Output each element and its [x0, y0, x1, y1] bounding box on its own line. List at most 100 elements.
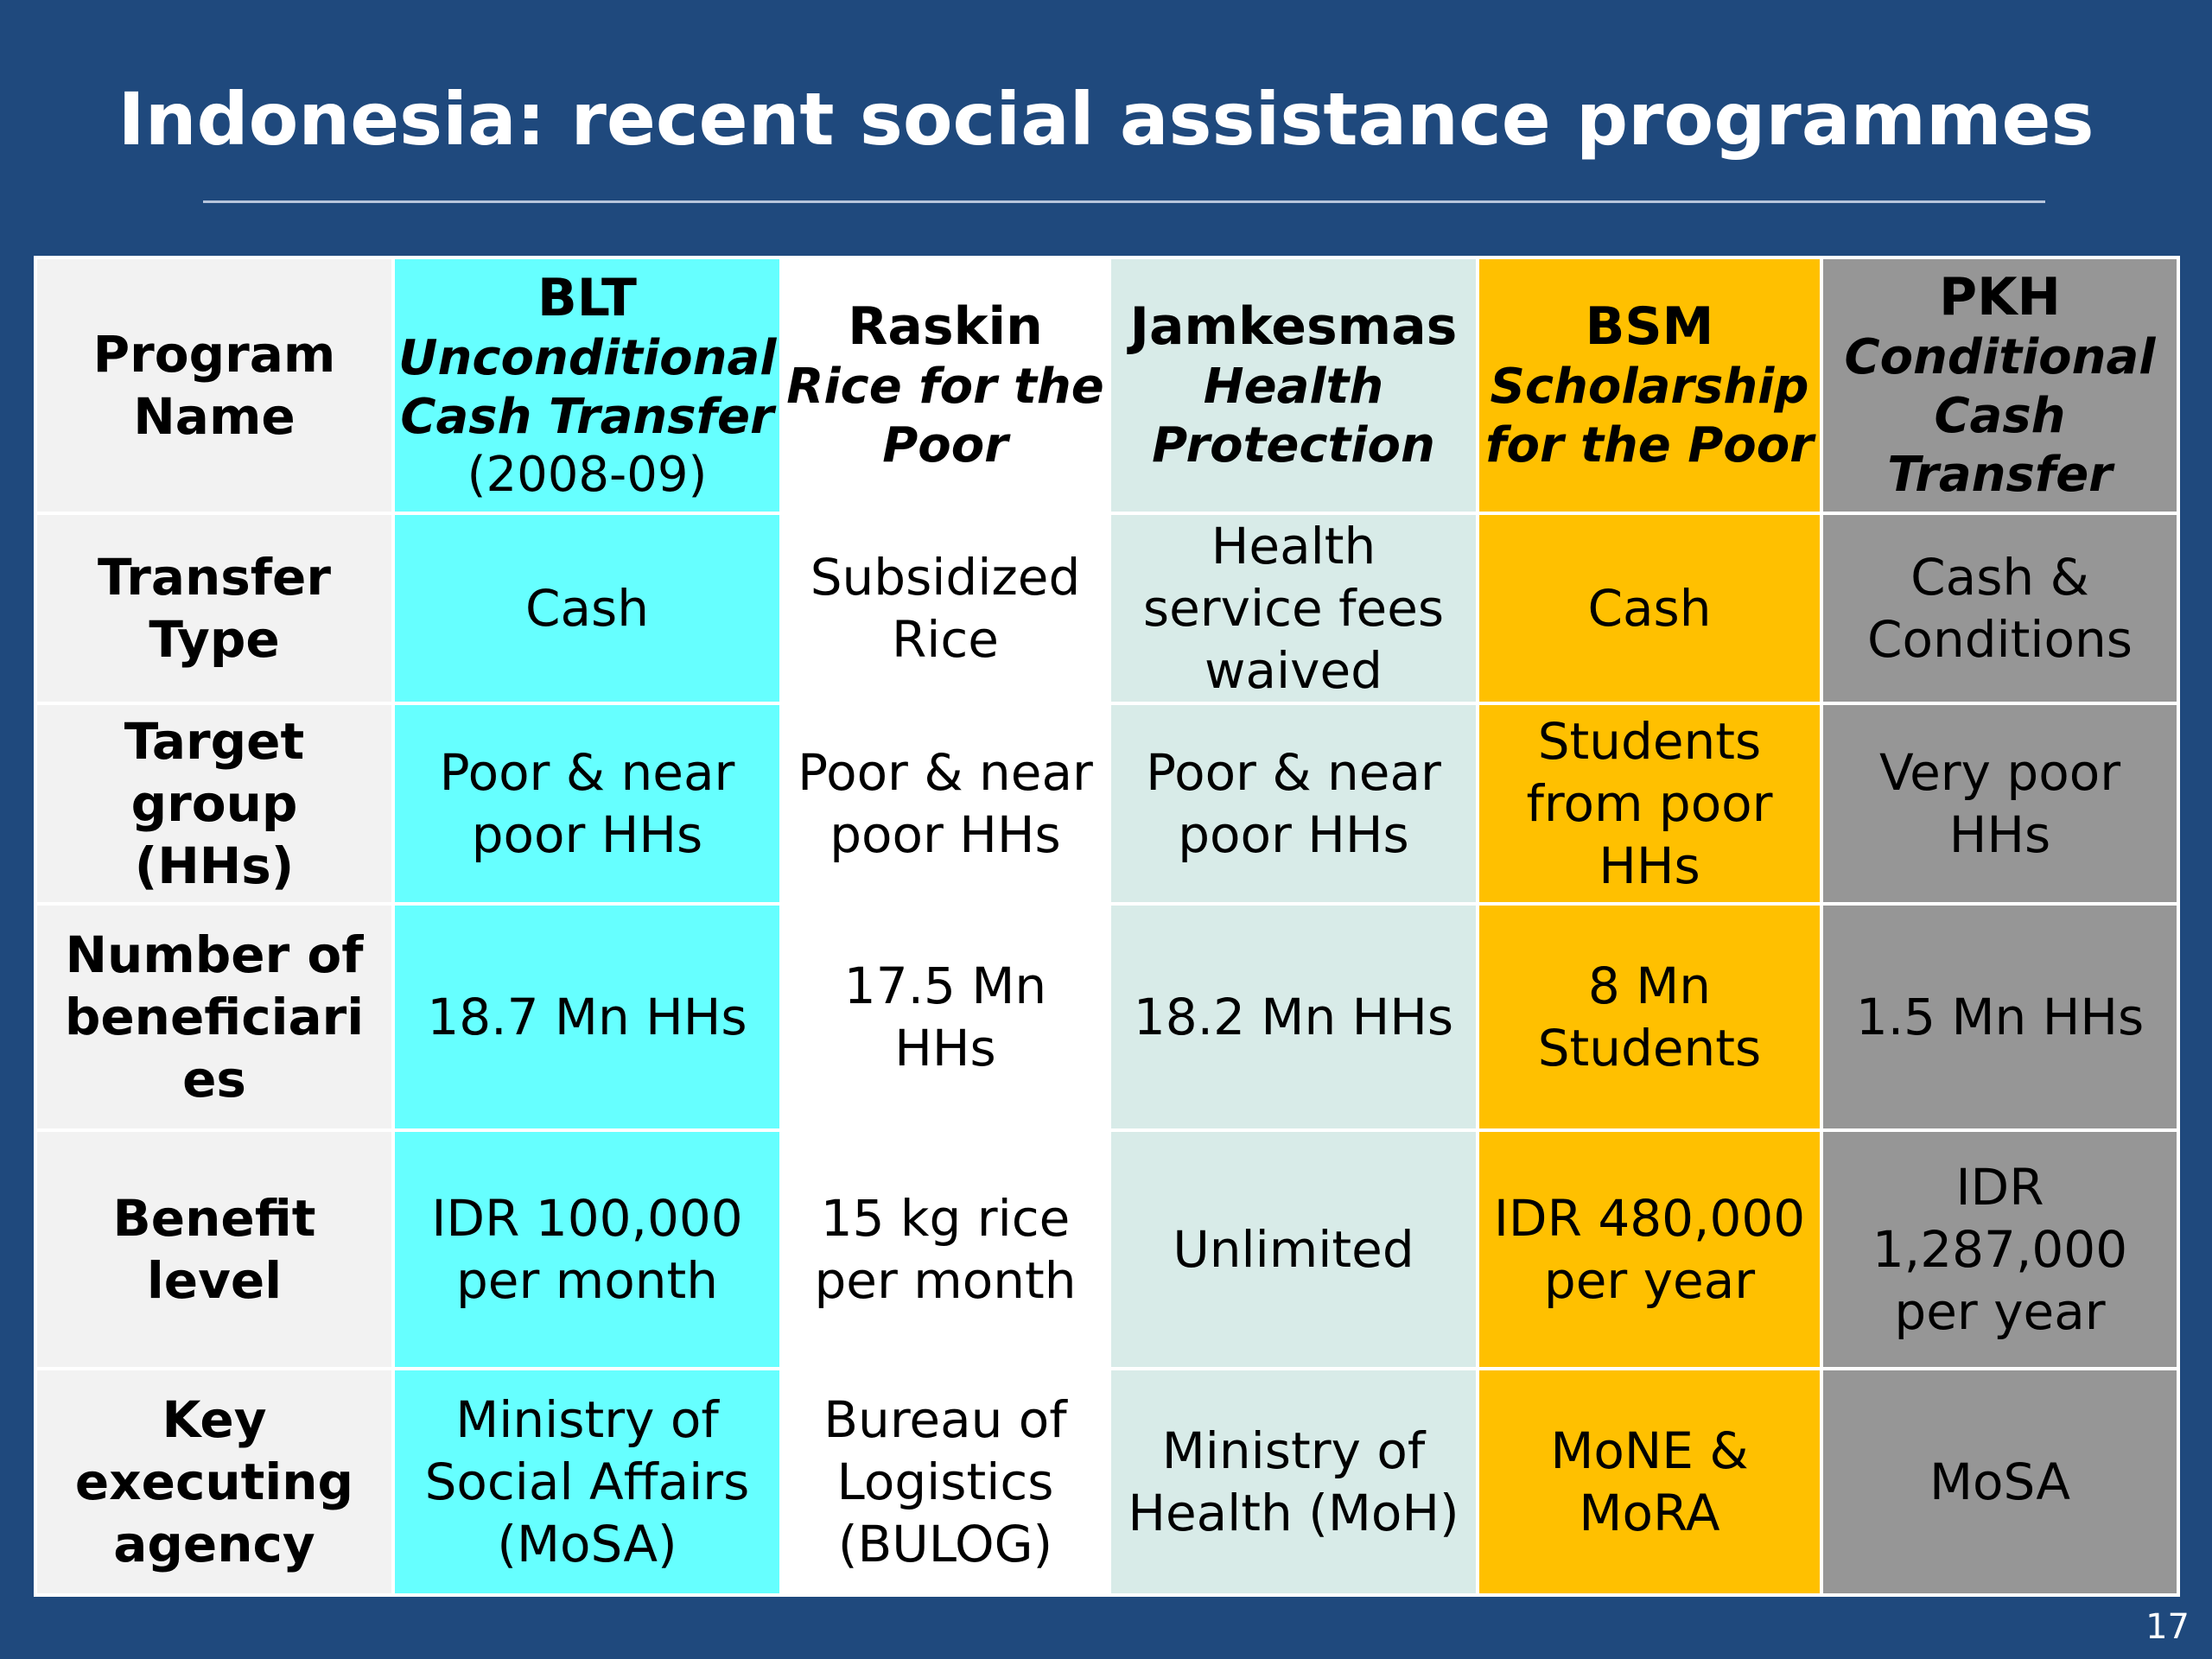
cell-line: 18.7 Mn HHs	[427, 988, 747, 1046]
program-header-bsm: BSM Scholarship for the Poor	[1476, 256, 1823, 515]
row-label-line: Type	[149, 610, 280, 669]
cell-line: Poor & near	[798, 743, 1093, 802]
cell-benefit-level-blt: IDR 100,000 per month	[391, 1128, 783, 1370]
row-label-line: Number of	[65, 925, 364, 984]
cell-line: IDR 100,000	[431, 1189, 743, 1248]
cell-line: 1.5 Mn HHs	[1855, 988, 2145, 1046]
cell-executing-agency-pkh: MoSA	[1820, 1367, 2180, 1597]
program-code: Raskin	[848, 296, 1043, 357]
row-label-line: Benefit	[112, 1189, 316, 1248]
program-name-line: Rice for the	[786, 359, 1104, 415]
program-name-line: Health	[1203, 359, 1384, 415]
cell-line: Subsidized	[810, 548, 1081, 607]
programmes-table: Program Name BLT Unconditional Cash Tran…	[34, 256, 2180, 1597]
cell-line: poor HHs	[830, 805, 1061, 864]
program-header-jamkesmas: Jamkesmas Health Protection	[1108, 256, 1479, 515]
cell-line: Cash	[524, 579, 650, 638]
cell-line: MoSA	[1929, 1452, 2071, 1511]
cell-beneficiaries-jamkesmas: 18.2 Mn HHs	[1108, 902, 1479, 1132]
program-code: Jamkesmas	[1129, 296, 1458, 357]
table-row-transfer-type: Transfer Type Cash Subsidized Rice Health serv…	[34, 512, 2180, 705]
program-header-blt: BLT Unconditional Cash Transfer (2008-09…	[391, 256, 783, 515]
program-name-line: Transfer	[1887, 447, 2113, 503]
program-years: (2008-09)	[467, 447, 708, 503]
cell-line: HHs	[1948, 805, 2051, 864]
row-label-cell: Key executing agency	[34, 1367, 395, 1597]
cell-benefit-level-bsm: IDR 480,000 per year	[1476, 1128, 1823, 1370]
cell-line: service fees	[1142, 579, 1445, 638]
cell-line: Cash	[1587, 579, 1712, 638]
cell-executing-agency-bsm: MoNE & MoRA	[1476, 1367, 1823, 1597]
cell-line: 15 kg rice	[820, 1189, 1071, 1248]
cell-line: Ministry of	[455, 1390, 719, 1449]
cell-line: per year	[1894, 1282, 2106, 1341]
table-row-beneficiaries: Number of beneficiari es 18.7 Mn HHs 17.5 Mn…	[34, 902, 2180, 1132]
program-name-line: Unconditional	[398, 330, 777, 386]
cell-line: Very poor	[1878, 743, 2121, 802]
row-label-line: group	[130, 774, 298, 833]
cell-line: HHs	[894, 1019, 996, 1077]
cell-line: Students	[1537, 712, 1762, 771]
cell-line: Poor & near	[439, 743, 735, 802]
header-label-line: Name	[133, 387, 296, 446]
row-label-cell: Target group (HHs)	[34, 702, 395, 906]
program-code: BSM	[1585, 296, 1714, 357]
row-label-cell: Benefit level	[34, 1128, 395, 1370]
slide-title: Indonesia: recent social assistance prog…	[118, 77, 2094, 162]
row-label-line: es	[182, 1050, 246, 1109]
cell-target-group-pkh: Very poor HHs	[1820, 702, 2180, 906]
cell-line: Poor & near	[1146, 743, 1441, 802]
cell-line: (MoSA)	[497, 1515, 677, 1573]
cell-line: HHs	[1599, 836, 1700, 895]
cell-beneficiaries-bsm: 8 Mn Students	[1476, 902, 1823, 1132]
cell-line: Bureau of	[823, 1390, 1067, 1449]
cell-line: per month	[814, 1251, 1077, 1310]
cell-executing-agency-raskin: Bureau of Logistics (BULOG)	[779, 1367, 1111, 1597]
cell-beneficiaries-pkh: 1.5 Mn HHs	[1820, 902, 2180, 1132]
cell-target-group-jamkesmas: Poor & near poor HHs	[1108, 702, 1479, 906]
cell-line: waived	[1205, 641, 1382, 700]
cell-line: Conditions	[1867, 610, 2133, 669]
cell-executing-agency-jamkesmas: Ministry of Health (MoH)	[1108, 1367, 1479, 1597]
row-label-line: Key	[162, 1390, 267, 1449]
cell-target-group-blt: Poor & near poor HHs	[391, 702, 783, 906]
cell-line: IDR	[1955, 1158, 2044, 1217]
cell-line: (BULOG)	[837, 1515, 1053, 1573]
program-name-line: Scholarship	[1490, 359, 1809, 415]
program-name-line: Protection	[1152, 417, 1435, 474]
cell-line: Unlimited	[1173, 1220, 1414, 1279]
cell-line: poor HHs	[471, 805, 703, 864]
cell-line: 17.5 Mn	[843, 957, 1047, 1015]
cell-line: poor HHs	[1178, 805, 1409, 864]
program-name-line: Poor	[882, 417, 1008, 474]
cell-line: Cash &	[1910, 548, 2089, 607]
cell-line: 18.2 Mn HHs	[1133, 988, 1454, 1046]
cell-line: Rice	[892, 610, 999, 669]
cell-transfer-type-pkh: Cash & Conditions	[1820, 512, 2180, 705]
cell-line: MoRA	[1579, 1484, 1720, 1542]
row-label-line: executing	[74, 1452, 354, 1511]
row-label-line: agency	[113, 1515, 315, 1573]
cell-transfer-type-blt: Cash	[391, 512, 783, 705]
cell-line: Health	[1211, 517, 1376, 575]
table-row-benefit-level: Benefit level IDR 100,000 per month 15 kg ri…	[34, 1128, 2180, 1370]
cell-line: MoNE &	[1550, 1421, 1749, 1480]
cell-line: Social Affairs	[424, 1452, 750, 1511]
cell-benefit-level-jamkesmas: Unlimited	[1108, 1128, 1479, 1370]
table-row-target-group: Target group (HHs) Poor & near poor HHs Poor …	[34, 702, 2180, 906]
cell-executing-agency-blt: Ministry of Social Affairs (MoSA)	[391, 1367, 783, 1597]
cell-transfer-type-raskin: Subsidized Rice	[779, 512, 1111, 705]
cell-transfer-type-jamkesmas: Health service fees waived	[1108, 512, 1479, 705]
cell-benefit-level-raskin: 15 kg rice per month	[779, 1128, 1111, 1370]
header-label-line: Program	[92, 325, 336, 384]
table-row-executing-agency: Key executing agency Ministry of Social Affa…	[34, 1367, 2180, 1597]
title-divider	[203, 200, 2045, 203]
row-label-line: level	[146, 1251, 283, 1310]
cell-beneficiaries-raskin: 17.5 Mn HHs	[779, 902, 1111, 1132]
program-name-line: Conditional	[1844, 329, 2156, 385]
cell-line: IDR 480,000	[1493, 1189, 1806, 1248]
program-name-line: Cash	[1934, 388, 2066, 444]
row-label-cell: Transfer Type	[34, 512, 395, 705]
programmes-table-body: Program Name BLT Unconditional Cash Tran…	[34, 256, 2180, 1597]
cell-beneficiaries-blt: 18.7 Mn HHs	[391, 902, 783, 1132]
